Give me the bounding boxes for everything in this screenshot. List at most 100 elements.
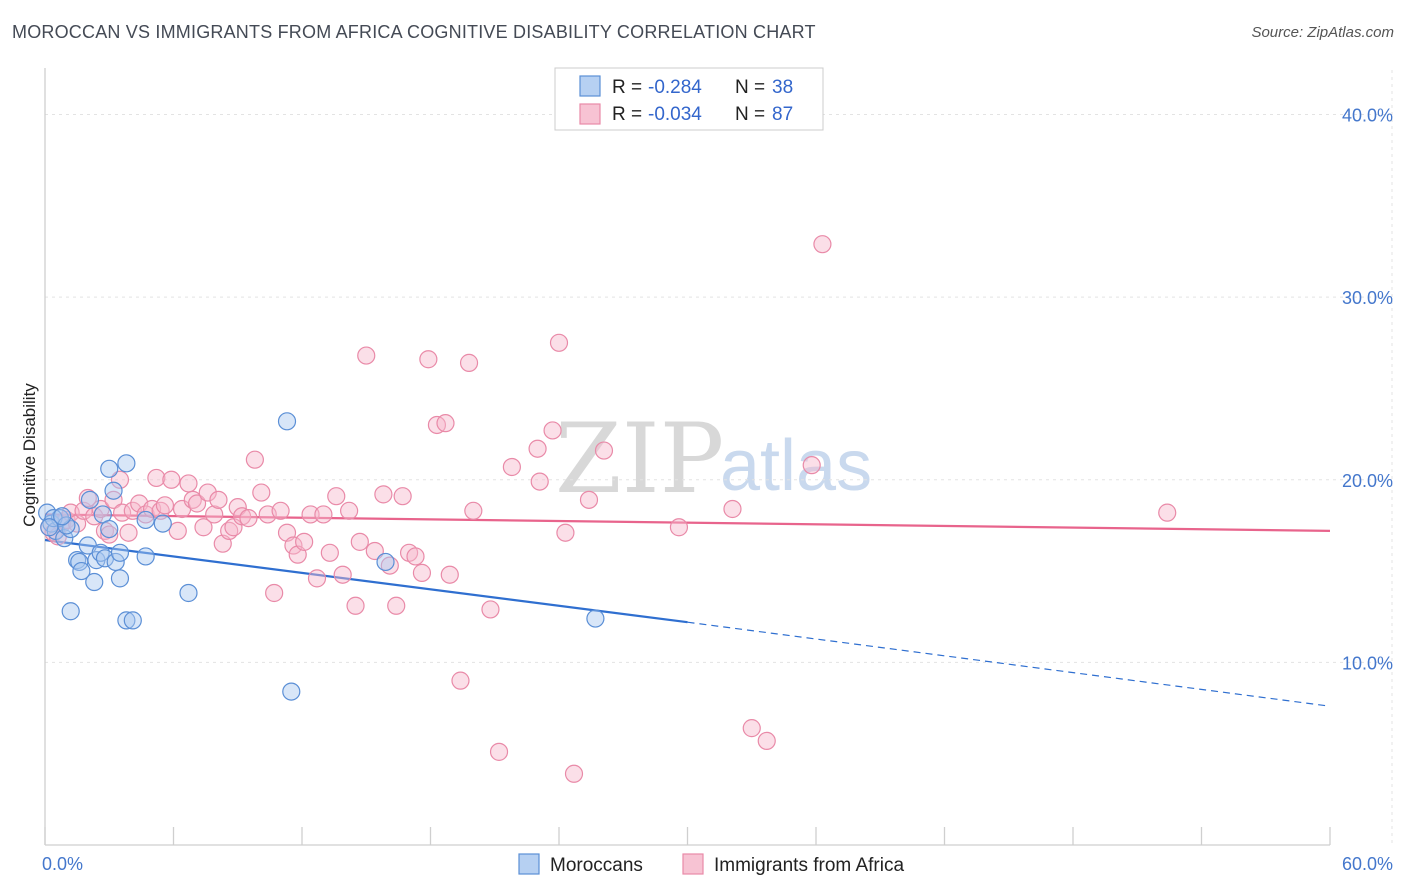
data-point-africa (245, 450, 264, 469)
data-point-africa (1158, 503, 1177, 522)
legend-n-label: N = (735, 104, 765, 125)
data-point-africa (564, 764, 584, 783)
data-point-moroccans (153, 514, 172, 533)
data-point-africa (387, 596, 406, 615)
legend-r-label: R = (612, 104, 642, 125)
data-point-moroccans (100, 459, 119, 478)
data-point-africa (579, 490, 599, 509)
data-point-africa (528, 439, 547, 458)
data-point-africa (187, 494, 207, 513)
data-point-africa (723, 499, 742, 519)
data-point-africa (100, 525, 119, 544)
data-point-africa (556, 523, 575, 542)
legend-r-value-africa: -0.034 (648, 104, 702, 125)
y-axis-label: Cognitive Disability (20, 383, 39, 527)
data-point-moroccans (117, 611, 136, 630)
data-point-africa (147, 468, 166, 488)
bottom-legend-moroccans: Moroccans (550, 855, 643, 876)
data-point-africa (459, 353, 479, 372)
y-tick-label: 30.0% (1342, 288, 1393, 308)
data-point-africa (549, 333, 569, 352)
series-legend: Moroccans Immigrants from Africa (518, 853, 904, 876)
legend-r-value-moroccans: -0.284 (648, 77, 702, 98)
data-point-africa (198, 483, 217, 502)
data-point-moroccans (110, 543, 130, 562)
data-point-africa (464, 501, 483, 520)
data-point-moroccans (136, 547, 155, 566)
data-point-africa (162, 470, 181, 489)
data-point-africa (340, 501, 359, 520)
data-point-africa (239, 509, 258, 528)
data-point-africa (228, 498, 247, 517)
watermark-zip: ZIP (555, 403, 724, 515)
trend-line-moroccans (44, 538, 688, 624)
legend-swatch-moroccans (579, 75, 601, 97)
data-point-africa (530, 472, 549, 491)
y-tick-label: 40.0% (1342, 106, 1393, 126)
data-point-moroccans (376, 552, 395, 572)
legend-n-value-moroccans: 38 (772, 77, 793, 98)
data-point-africa (489, 742, 509, 761)
data-point-moroccans (179, 583, 198, 603)
data-point-africa (412, 563, 432, 582)
data-point-africa (104, 490, 123, 509)
data-point-moroccans (100, 519, 119, 539)
y-tick-label: 10.0% (1342, 653, 1393, 673)
data-point-africa (481, 600, 500, 619)
data-point-africa (813, 235, 832, 254)
data-point-africa (374, 485, 393, 504)
data-point-africa (802, 456, 821, 475)
data-point-africa (406, 547, 425, 566)
data-point-moroccans (277, 412, 297, 431)
data-point-africa (168, 521, 187, 540)
data-point-africa (110, 470, 130, 489)
data-point-moroccans (40, 518, 59, 537)
data-point-moroccans (282, 682, 301, 701)
data-point-moroccans (586, 609, 605, 628)
legend-r-label: R = (612, 77, 642, 98)
data-point-africa (419, 350, 438, 369)
x-tick-label-end: 60.0% (1342, 854, 1393, 874)
data-points (38, 235, 1177, 783)
data-point-africa (205, 505, 224, 524)
data-point-africa (543, 421, 562, 440)
data-point-africa (365, 541, 384, 561)
data-point-africa (440, 565, 459, 584)
data-point-africa (155, 496, 175, 515)
source-credit: Source: ZipAtlas.com (1251, 24, 1394, 41)
data-point-moroccans (110, 569, 130, 588)
data-point-moroccans (85, 572, 104, 592)
x-tick-label-start: 0.0% (42, 854, 83, 874)
chart-title: MOROCCAN VS IMMIGRANTS FROM AFRICA COGNI… (12, 22, 816, 42)
trend-lines (44, 513, 1331, 707)
axes: 10.0% 20.0% 30.0% 40.0% 0.0% 60.0% (42, 68, 1393, 874)
bottom-legend-swatch-moroccans (518, 853, 540, 875)
y-tick-label: 20.0% (1342, 471, 1393, 491)
data-point-africa (232, 507, 252, 526)
data-point-africa (320, 543, 339, 562)
data-point-africa (757, 731, 776, 751)
data-point-moroccans (123, 611, 142, 630)
data-point-africa (271, 501, 290, 520)
data-point-africa (194, 518, 213, 537)
data-point-africa (393, 487, 412, 506)
data-point-africa (284, 536, 303, 555)
data-point-africa (307, 569, 327, 588)
legend-n-value-africa: 87 (772, 104, 793, 125)
data-point-africa (669, 518, 689, 537)
data-point-moroccans (104, 481, 123, 500)
data-point-africa (594, 441, 614, 460)
watermark-atlas: atlas (720, 426, 872, 506)
data-point-africa (436, 414, 455, 433)
data-point-moroccans (80, 490, 100, 509)
data-point-africa (350, 532, 369, 551)
data-point-africa (314, 505, 333, 524)
legend-swatch-africa (579, 103, 601, 125)
data-point-africa (327, 487, 346, 506)
data-point-moroccans (61, 602, 80, 621)
legend-n-label: N = (735, 77, 765, 98)
data-point-africa (357, 346, 376, 365)
data-point-africa (451, 671, 470, 690)
correlation-legend: R = -0.284 N = 38 R = -0.034 N = 87 (554, 67, 824, 131)
